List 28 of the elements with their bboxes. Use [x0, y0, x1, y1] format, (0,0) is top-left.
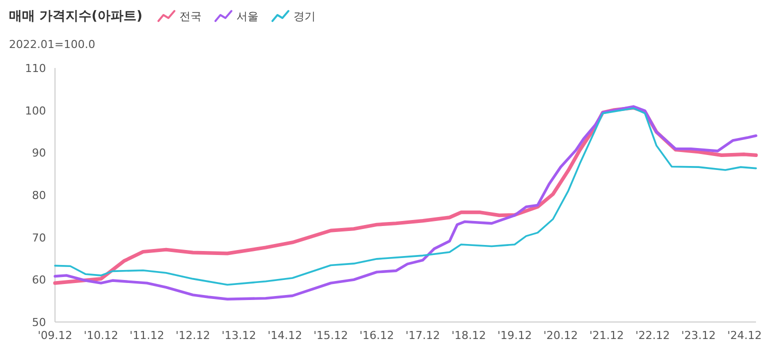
x-tick-label: '23.12 — [681, 329, 716, 342]
x-tick-label: '14.12 — [268, 329, 302, 342]
legend-label: 서울 — [236, 10, 258, 23]
x-tick-label: '10.12 — [84, 329, 118, 342]
x-tick-label: '22.12 — [635, 329, 670, 342]
x-tick-label: '18.12 — [451, 329, 486, 342]
x-tick-label: '09.12 — [38, 329, 72, 342]
x-tick-label: '11.12 — [130, 329, 164, 342]
y-tick-label: 80 — [32, 189, 46, 202]
x-tick-label: '16.12 — [360, 329, 394, 342]
y-tick-label: 60 — [32, 274, 46, 287]
y-tick-label: 110 — [25, 62, 46, 75]
x-tick-label: '13.12 — [222, 329, 256, 342]
legend-label: 전국 — [179, 10, 202, 23]
x-tick-label: '21.12 — [589, 329, 624, 342]
x-tick-label: '12.12 — [176, 329, 210, 342]
x-tick-label: '17.12 — [405, 329, 440, 342]
y-tick-label: 70 — [32, 231, 46, 244]
legend-label: 경기 — [293, 10, 316, 23]
x-tick-label: '15.12 — [314, 329, 348, 342]
chart-subtitle: 2022.01=100.0 — [9, 38, 96, 51]
y-tick-label: 50 — [32, 316, 46, 329]
y-tick-label: 90 — [32, 146, 46, 160]
x-tick-label: '20.12 — [543, 329, 578, 342]
x-tick-label: '24.12 — [727, 329, 762, 342]
x-tick-label: '19.12 — [497, 329, 532, 342]
chart-title: 매매 가격지수(아파트) — [9, 9, 142, 24]
y-tick-label: 100 — [25, 104, 46, 118]
